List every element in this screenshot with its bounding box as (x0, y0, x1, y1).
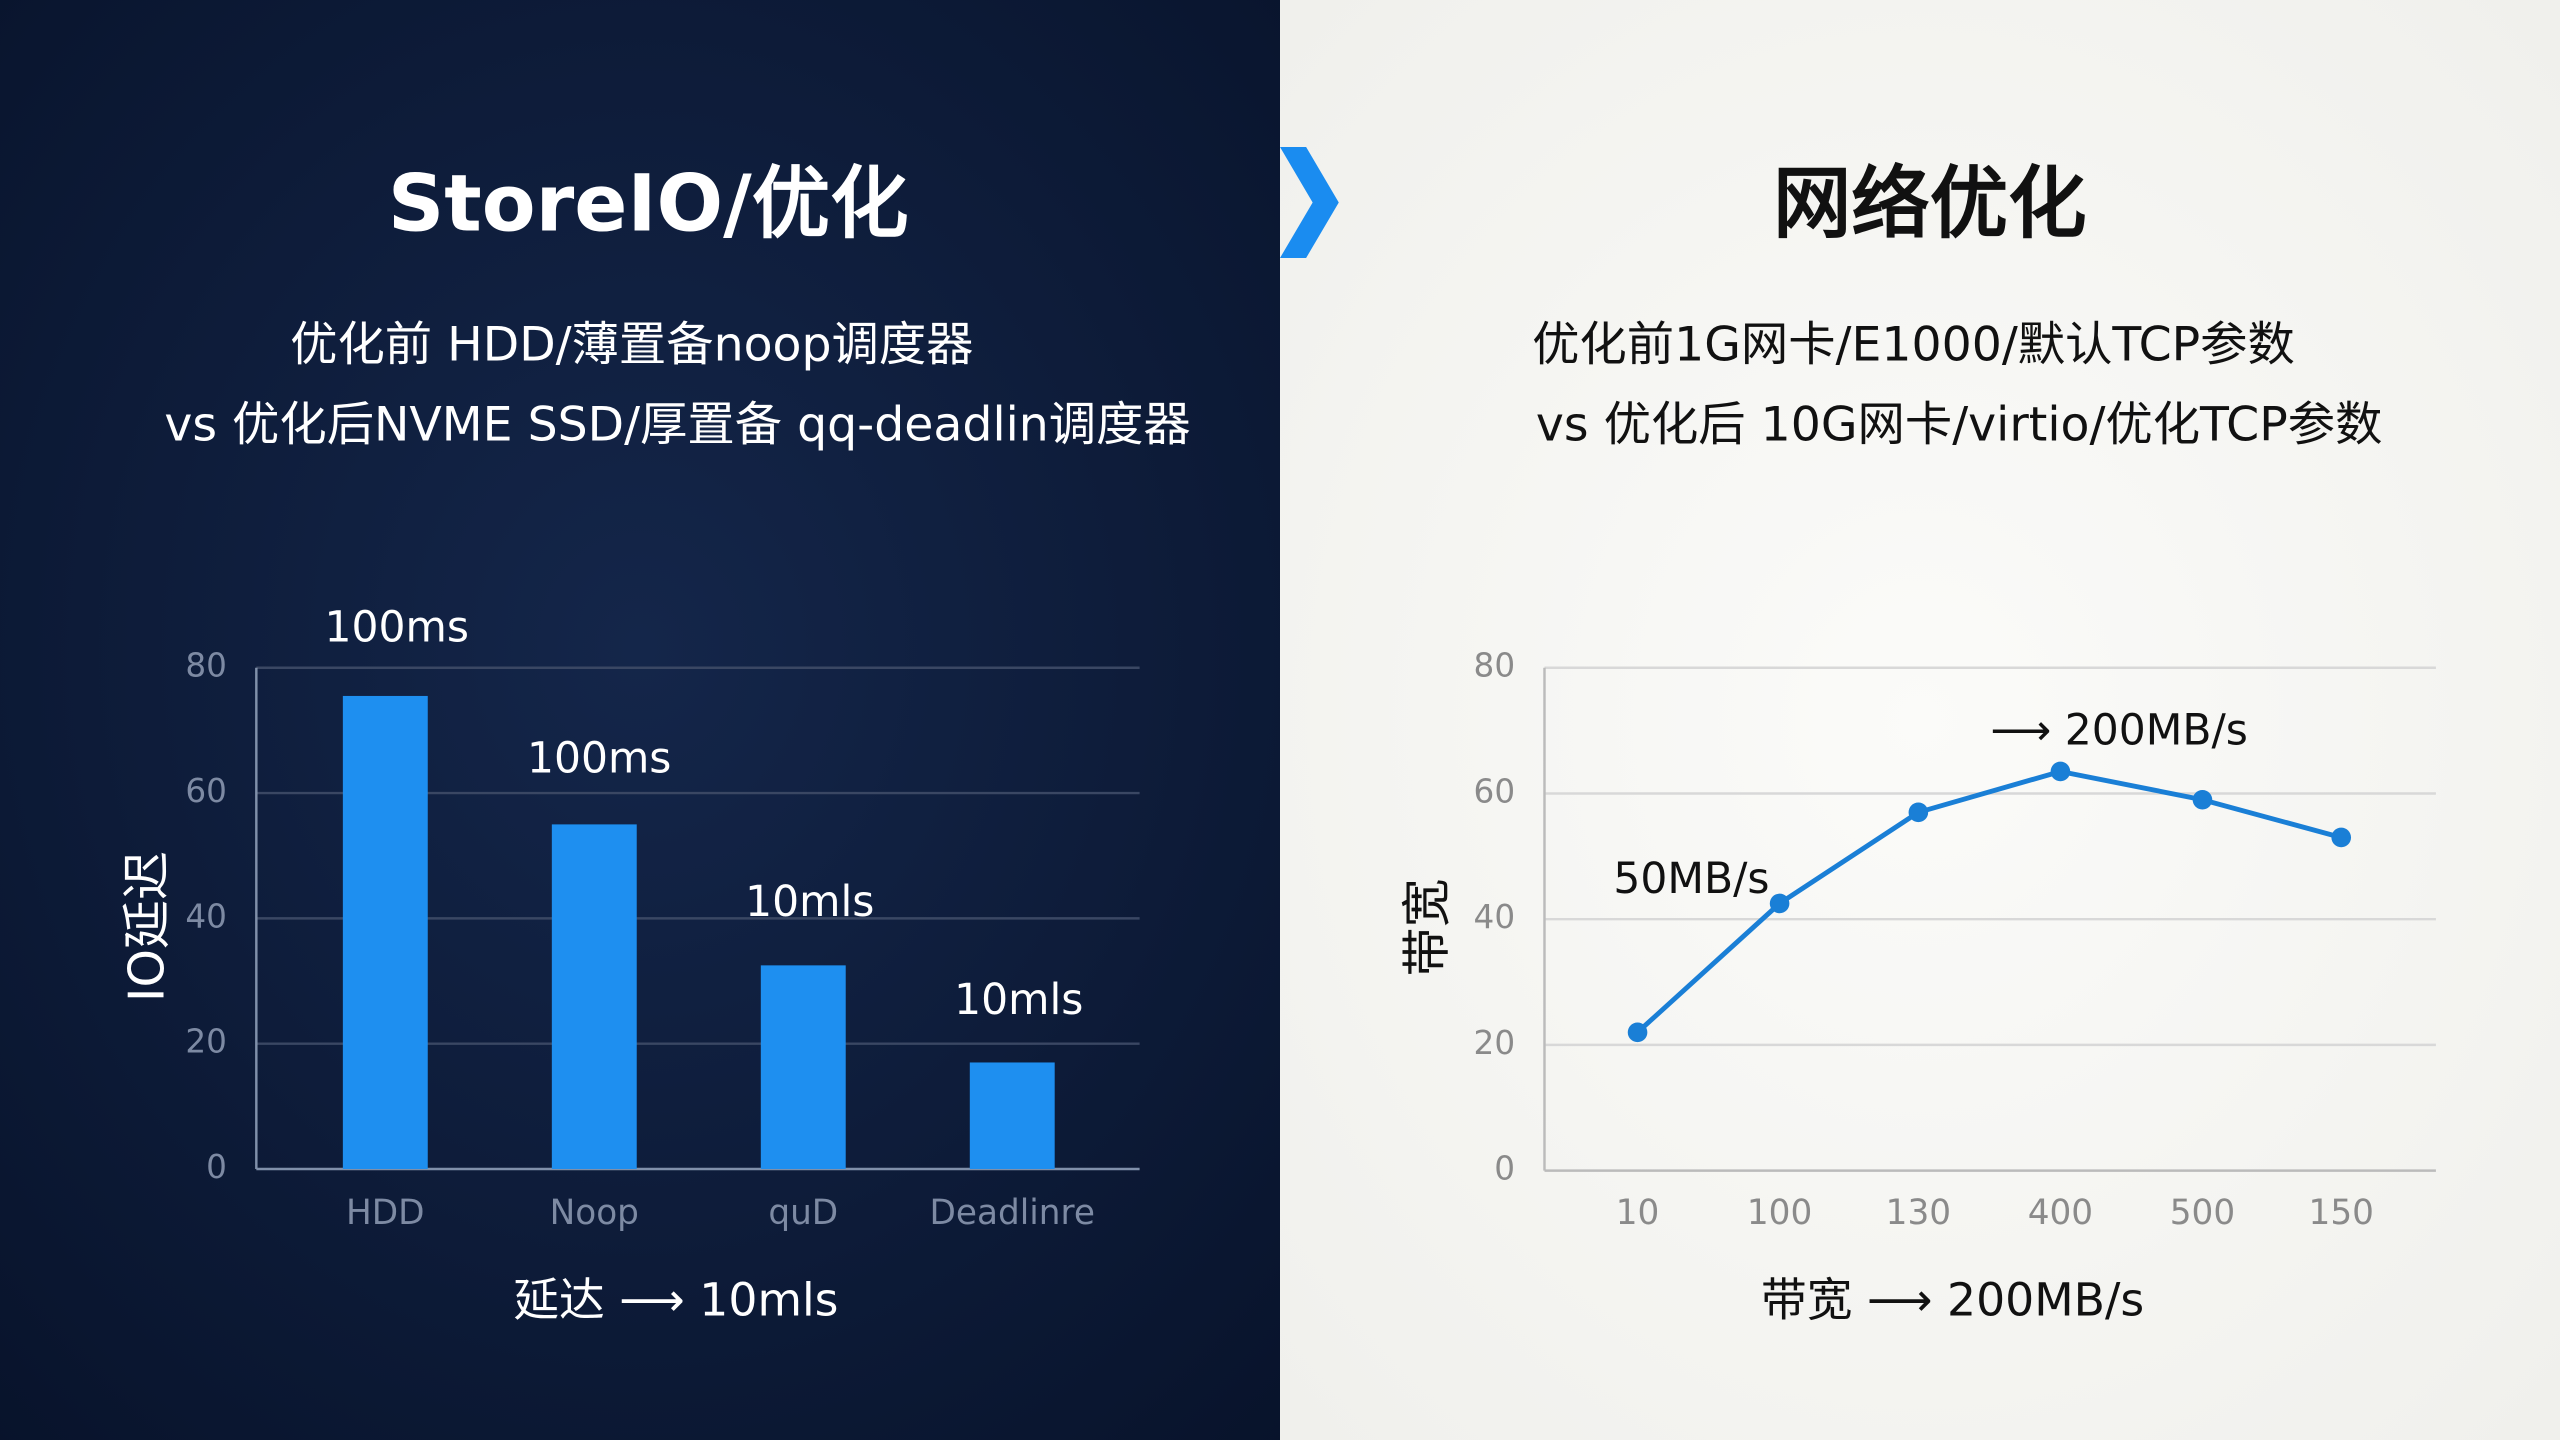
subtitle: vs 优化后NVME SSD/厚置备 qq-deadlin调度器 (164, 398, 1190, 453)
y-tick-label: 40 (185, 897, 227, 935)
x-tick-label: 150 (2309, 1193, 2374, 1233)
point (2192, 789, 2213, 810)
annotation: 100ms (527, 734, 671, 783)
x-tick-label: HDD (346, 1193, 425, 1233)
x-tick-label: quD (768, 1193, 838, 1233)
title: StoreIO/优化 (388, 158, 909, 249)
line (1635, 768, 2342, 1035)
y-tick-label: 60 (1474, 772, 1516, 810)
footnote: 带宽 ⟶ 200MB/s (1761, 1273, 2144, 1326)
x-tick-label: Noop (550, 1193, 639, 1233)
y-tick-label: 0 (206, 1148, 227, 1186)
annotation: ⟶ 200MB/s (1990, 707, 2247, 756)
annotation: 10mls (954, 976, 1083, 1025)
left-panel (0, 0, 1280, 1440)
bar (760, 965, 846, 1169)
y-axis-label: IO延迟 (119, 851, 176, 1002)
annotation: 50MB/s (1613, 855, 1769, 904)
x-tick-label: 400 (2028, 1193, 2093, 1233)
point (2331, 827, 2352, 848)
y-tick-label: 60 (185, 772, 227, 810)
footnote: 延达 ⟶ 10mls (513, 1273, 838, 1326)
annotation: 10mls (745, 878, 874, 927)
subtitle: 优化前 HDD/薄置备noop调度器 (290, 318, 973, 373)
y-tick-label: 80 (1474, 647, 1516, 685)
x-tick-label: Deadlinre (930, 1193, 1095, 1233)
bar (342, 695, 428, 1169)
y-tick-label: 20 (185, 1023, 227, 1061)
annotation: 100ms (325, 604, 469, 653)
chevron (1280, 146, 1339, 258)
x-tick-label: 130 (1886, 1193, 1951, 1233)
point (1769, 893, 1790, 914)
title: 网络优化 (1773, 158, 2086, 249)
x-tick-label: 500 (2170, 1193, 2235, 1233)
bar (969, 1062, 1055, 1169)
subtitle: vs 优化后 10G网卡/virtio/优化TCP参数 (1536, 398, 2382, 453)
point (1908, 802, 1929, 823)
bar (551, 824, 637, 1169)
y-tick-label: 40 (1474, 898, 1516, 936)
y-tick-label: 20 (1474, 1024, 1516, 1062)
y-tick-label: 0 (1494, 1150, 1515, 1188)
y-axis-label: 带宽 (1399, 878, 1456, 976)
point (2050, 761, 2071, 782)
point (1627, 1022, 1648, 1043)
y-tick-label: 80 (185, 647, 227, 685)
right-panel (1280, 0, 2560, 1440)
x-tick-label: 10 (1616, 1193, 1660, 1233)
x-tick-label: 100 (1747, 1193, 1812, 1233)
subtitle: 优化前1G网卡/E1000/默认TCP参数 (1532, 318, 2295, 373)
